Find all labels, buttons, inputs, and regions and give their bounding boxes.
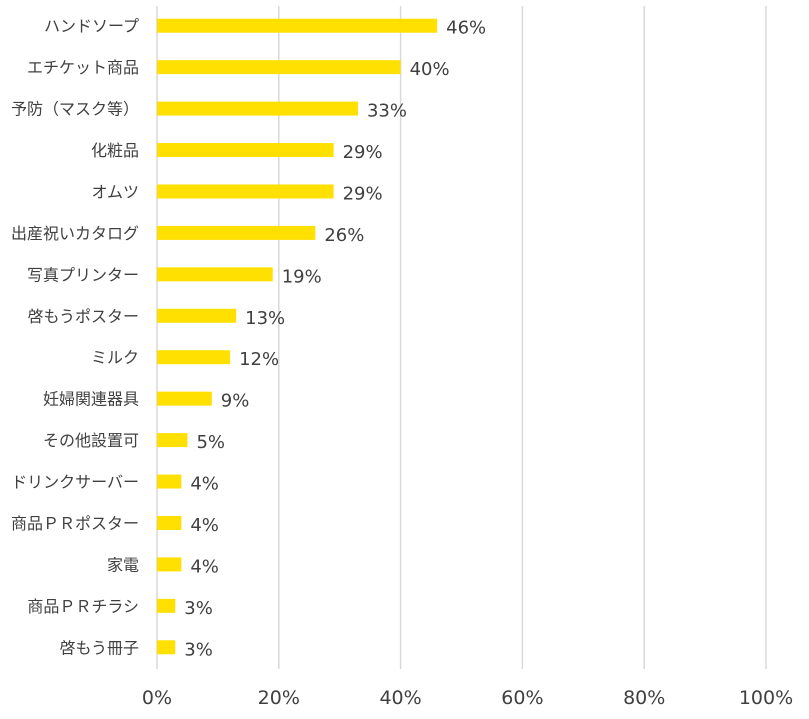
data-label: 33% — [367, 101, 407, 122]
category-label: 商品ＰＲポスター — [11, 514, 139, 533]
bar — [157, 598, 176, 613]
bar — [157, 101, 358, 116]
data-label: 40% — [410, 59, 450, 80]
category-label: 妊婦関連器具 — [43, 390, 139, 409]
bars — [157, 18, 438, 655]
data-label: 3% — [184, 639, 213, 660]
data-labels: 46% 40%33% 29% 29% 26%19% 13% 12% 9% 5% 4% 4% 4% 3% 3… — [184, 18, 486, 661]
category-label: 商品ＰＲチラシ — [27, 597, 139, 616]
data-label: 5% — [196, 432, 225, 453]
category-label: ハンドソープ — [44, 17, 139, 36]
data-label: 46% — [446, 18, 486, 39]
x-tick-label: 0% — [142, 687, 172, 709]
category-label: オムツ — [91, 182, 139, 201]
bar — [157, 433, 188, 448]
data-label: 4% — [190, 474, 219, 495]
x-tick-label: 40% — [379, 687, 421, 709]
data-label: 4% — [190, 556, 219, 577]
bar — [157, 350, 231, 365]
x-axis-ticks: 0% 20% 40% 60% 80% 100% — [142, 687, 793, 709]
category-label: エチケット商品 — [27, 58, 139, 77]
bar — [157, 267, 273, 282]
bar — [157, 308, 237, 323]
category-label: 啓もう冊子 — [59, 638, 139, 657]
bar — [157, 391, 212, 406]
category-label: 家電 — [107, 555, 139, 574]
data-label: 26% — [324, 225, 364, 246]
bar — [157, 143, 334, 158]
data-label: 29% — [343, 142, 383, 163]
bar — [157, 515, 182, 530]
bar — [157, 474, 182, 489]
data-label: 4% — [190, 515, 219, 536]
data-label: 9% — [221, 391, 250, 412]
category-label: ドリンクサーバー — [11, 473, 139, 492]
category-label: その他設置可 — [43, 431, 139, 450]
bar — [157, 640, 176, 655]
x-tick-label: 80% — [623, 687, 665, 709]
category-label: 化粧品 — [91, 141, 139, 160]
category-label: ミルク — [91, 348, 139, 367]
data-label: 3% — [184, 598, 213, 619]
data-label: 13% — [245, 308, 285, 329]
category-label: 写真プリンター — [27, 265, 139, 284]
bar — [157, 184, 334, 199]
bar — [157, 18, 438, 33]
x-tick-label: 60% — [501, 687, 543, 709]
bar — [157, 557, 182, 572]
x-tick-label: 20% — [258, 687, 300, 709]
bar — [157, 60, 401, 75]
data-label: 12% — [239, 349, 279, 370]
category-label: 出産祝いカタログ — [11, 224, 139, 243]
data-label: 29% — [343, 183, 383, 204]
category-label: 予防（マスク等） — [11, 100, 139, 119]
x-tick-label: 100% — [739, 687, 793, 709]
bar — [157, 225, 316, 240]
category-label: 啓もうポスター — [27, 307, 139, 326]
data-label: 19% — [282, 266, 322, 287]
